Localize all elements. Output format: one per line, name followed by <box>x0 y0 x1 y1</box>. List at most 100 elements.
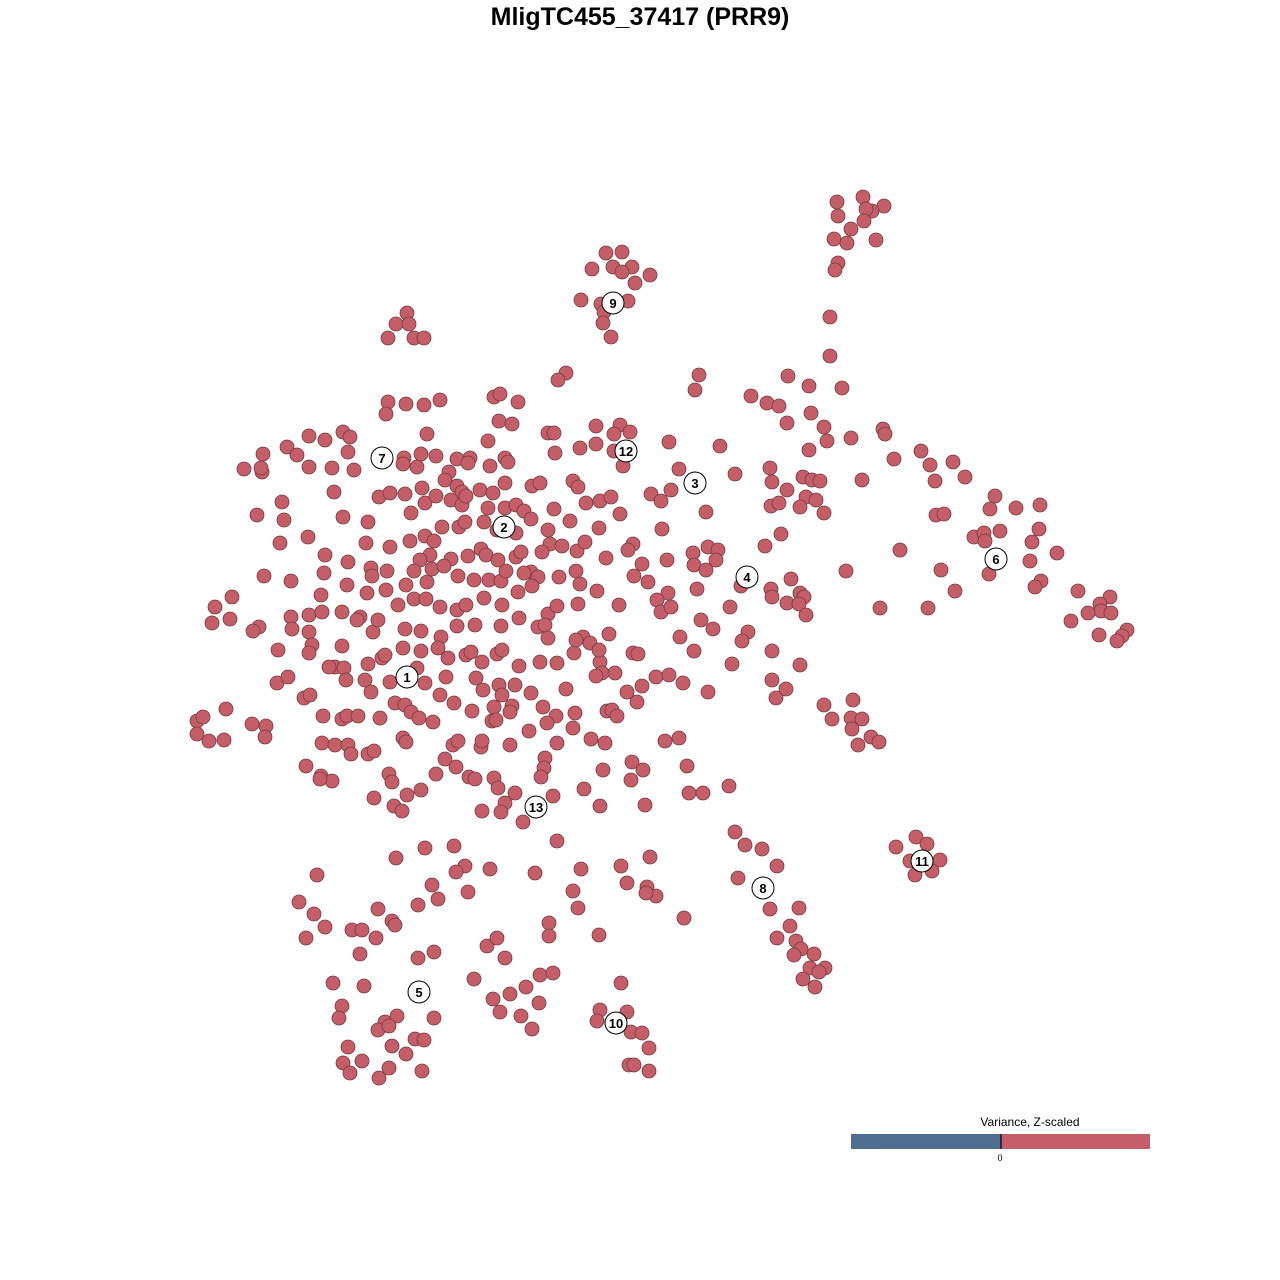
data-point <box>460 455 476 471</box>
data-point <box>370 901 386 917</box>
data-point <box>358 535 374 551</box>
data-point <box>558 681 574 697</box>
data-point <box>380 330 396 346</box>
data-point <box>1070 583 1086 599</box>
data-point <box>547 445 563 461</box>
data-point <box>389 1008 405 1024</box>
data-point <box>467 617 483 633</box>
data-point <box>301 459 317 475</box>
data-point <box>490 780 506 796</box>
cluster-label-3: 3 <box>683 471 707 495</box>
cluster-label-marker <box>395 665 419 689</box>
data-point <box>839 235 855 251</box>
data-point <box>270 642 286 658</box>
data-point <box>253 460 269 476</box>
data-point <box>460 884 476 900</box>
data-point <box>854 711 870 727</box>
data-point <box>913 443 929 459</box>
data-point <box>734 633 750 649</box>
data-point <box>783 571 799 587</box>
data-point <box>588 436 604 452</box>
data-point <box>1031 521 1047 537</box>
data-point <box>491 413 507 429</box>
data-point <box>549 833 565 849</box>
data-point <box>583 731 599 747</box>
data-point <box>502 737 518 753</box>
data-point <box>497 950 513 966</box>
data-point <box>565 720 581 736</box>
data-point <box>570 479 586 495</box>
data-point <box>419 426 435 442</box>
data-point <box>698 562 714 578</box>
data-point <box>554 538 570 554</box>
data-point <box>597 735 613 751</box>
data-point <box>545 788 561 804</box>
data-point <box>791 596 807 612</box>
data-point <box>255 446 271 462</box>
cluster-label-11: 11 <box>910 849 934 873</box>
data-point <box>1091 627 1107 643</box>
data-point <box>549 598 565 614</box>
data-point <box>479 938 495 954</box>
data-point <box>430 640 446 656</box>
data-point <box>300 529 316 545</box>
data-point <box>507 785 523 801</box>
data-point <box>671 461 687 477</box>
data-point <box>830 208 846 224</box>
data-point <box>698 504 714 520</box>
data-point <box>352 946 368 962</box>
data-point <box>397 486 413 502</box>
data-point <box>584 261 600 277</box>
cluster-label-marker <box>370 446 394 470</box>
data-point <box>274 494 290 510</box>
data-point <box>218 701 234 717</box>
data-point <box>494 597 510 613</box>
data-point <box>606 426 622 442</box>
data-point <box>371 1070 387 1086</box>
data-point <box>573 292 589 308</box>
data-point <box>922 457 938 473</box>
data-point <box>634 1025 650 1041</box>
data-point <box>398 734 414 750</box>
data-point <box>811 964 827 980</box>
data-point <box>705 621 721 637</box>
data-point <box>727 824 743 840</box>
data-point <box>428 448 444 464</box>
data-point <box>486 699 502 715</box>
data-point <box>395 456 411 472</box>
data-point <box>515 814 531 830</box>
data-point <box>540 630 556 646</box>
data-point <box>381 1060 397 1076</box>
cluster-label-marker <box>614 439 638 463</box>
data-point <box>446 838 462 854</box>
data-point <box>446 695 462 711</box>
data-point <box>612 506 628 522</box>
data-point <box>816 505 832 521</box>
cluster-label-text: 3 <box>691 476 698 491</box>
data-point <box>314 735 330 751</box>
data-point <box>489 930 505 946</box>
cluster-label-text: 10 <box>609 1016 623 1031</box>
data-point <box>414 1063 430 1079</box>
data-point <box>460 548 476 564</box>
data-point <box>340 444 356 460</box>
data-point <box>795 971 811 987</box>
data-point <box>350 708 366 724</box>
data-point <box>535 699 551 715</box>
data-point <box>309 867 325 883</box>
chart-title: MligTC455_37417 (PRR9) <box>490 3 790 31</box>
data-point <box>843 221 859 237</box>
data-point <box>982 501 998 517</box>
data-point <box>691 367 707 383</box>
data-point <box>378 582 394 598</box>
data-point <box>619 684 635 700</box>
data-point <box>672 629 688 645</box>
data-point <box>642 849 658 865</box>
data-point <box>722 599 738 615</box>
legend-low-segment <box>851 1134 1001 1149</box>
data-point <box>249 507 265 523</box>
data-point <box>764 589 780 605</box>
data-point <box>474 654 490 670</box>
data-point <box>316 565 332 581</box>
data-point <box>607 665 623 681</box>
